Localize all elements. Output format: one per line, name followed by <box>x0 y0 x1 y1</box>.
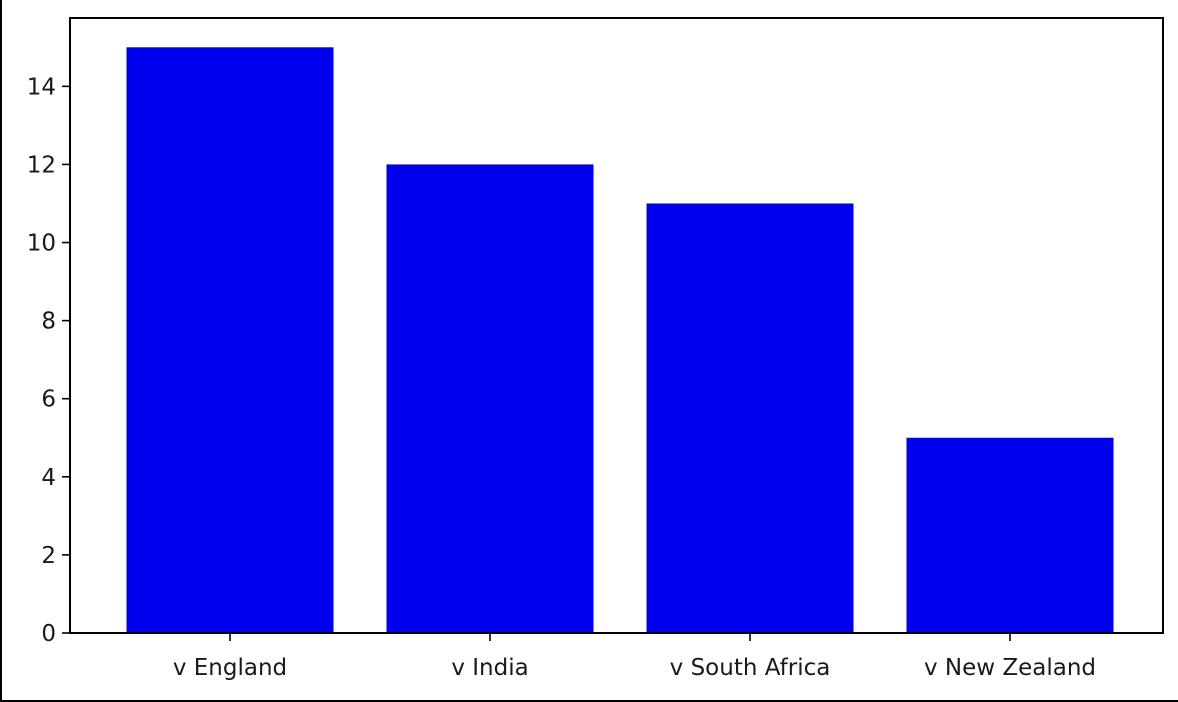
y-tick-label: 2 <box>41 543 56 569</box>
y-tick-label: 12 <box>27 152 56 178</box>
y-tick-label: 4 <box>41 465 56 491</box>
y-tick-label: 10 <box>27 231 56 257</box>
bar-v-south-africa <box>646 203 854 633</box>
y-axis: 0 2 4 6 8 10 12 14 <box>27 74 70 647</box>
x-axis: v England v India v South Africa v New Zeal… <box>173 633 1096 681</box>
y-tick-label: 0 <box>41 621 56 647</box>
y-tick-label: 6 <box>41 387 56 413</box>
x-tick-label: v England <box>173 655 287 681</box>
bar-v-england <box>126 47 334 634</box>
plot-area <box>69 17 1164 634</box>
x-tick-label: v India <box>451 655 528 681</box>
bar-v-new-zealand <box>906 437 1114 633</box>
x-tick-label: v South Africa <box>670 655 831 681</box>
y-tick-label: 8 <box>41 309 56 335</box>
bars-group <box>126 47 1114 634</box>
x-tick-label: v New Zealand <box>924 655 1096 681</box>
y-tick-label: 14 <box>27 74 56 100</box>
bar-v-india <box>386 164 594 633</box>
